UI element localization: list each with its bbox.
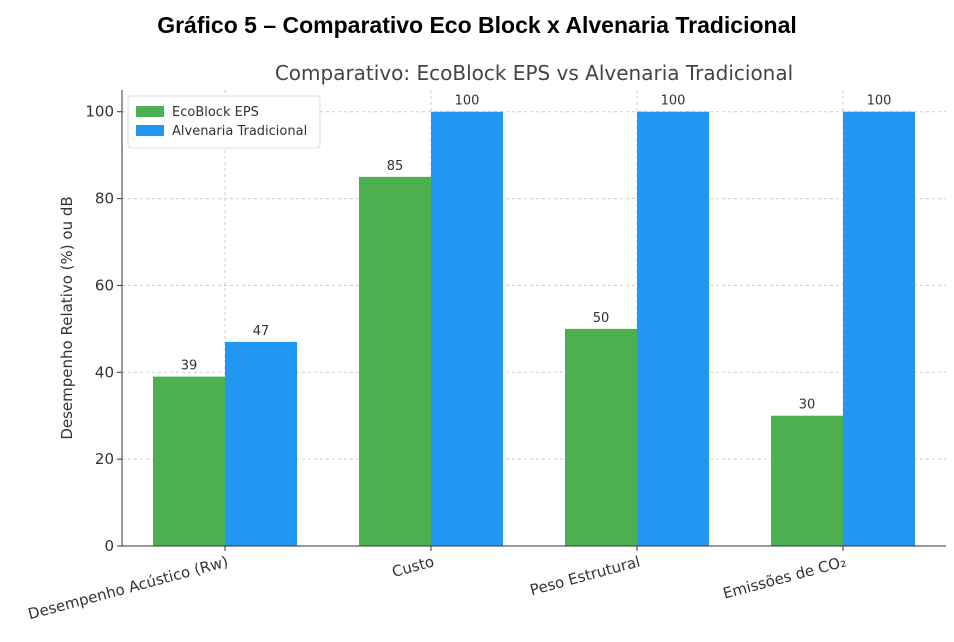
- chart-title: Comparativo: EcoBlock EPS vs Alvenaria T…: [275, 61, 793, 85]
- y-tick-label: 40: [95, 363, 114, 381]
- y-tick-label: 60: [95, 276, 114, 294]
- data-label: 50: [593, 311, 610, 326]
- legend-swatch: [136, 125, 164, 136]
- y-tick-label: 20: [95, 450, 114, 468]
- bar: [431, 111, 503, 546]
- x-ticks: Desempenho Acústico (Rw) Custo Peso Estrut…: [26, 546, 848, 623]
- data-label: 100: [661, 94, 686, 109]
- bar: [565, 328, 637, 546]
- x-tick-label: Peso Estrutural: [528, 552, 642, 599]
- data-label: 85: [387, 159, 404, 174]
- data-label: 30: [799, 398, 816, 413]
- bar: [637, 111, 709, 546]
- x-tick-label: Desempenho Acústico (Rw): [26, 552, 230, 623]
- data-label: 39: [181, 359, 198, 374]
- legend-swatch: [136, 106, 164, 117]
- data-label: 47: [253, 324, 270, 339]
- bar: [771, 415, 843, 546]
- bar: [843, 111, 915, 546]
- axes: [121, 90, 946, 547]
- y-tick-label: 100: [85, 103, 114, 121]
- bar: [359, 176, 431, 546]
- x-tick-label: Custo: [390, 552, 436, 580]
- legend-label: Alvenaria Tradicional: [172, 124, 307, 139]
- x-tick-label: Emissões de CO₂: [721, 552, 848, 602]
- y-tick-label: 0: [104, 537, 114, 555]
- legend-box: [127, 95, 321, 149]
- bar: [153, 376, 225, 546]
- y-axis-label: Desempenho Relativo (%) ou dB: [58, 196, 76, 439]
- y-tick-label: 80: [95, 190, 114, 208]
- legend: EcoBlock EPS Alvenaria Tradicional: [127, 95, 321, 149]
- bars: [153, 111, 915, 546]
- legend-label: EcoBlock EPS: [172, 105, 259, 120]
- y-ticks: 0 20 40 60 80 100: [85, 103, 122, 555]
- data-labels: 39 47 85 100 50 100 30 100: [181, 94, 892, 413]
- figure-caption: Gráfico 5 – Comparativo Eco Block x Alve…: [157, 12, 797, 38]
- data-label: 100: [867, 94, 892, 109]
- bar: [225, 341, 297, 546]
- data-label: 100: [455, 94, 480, 109]
